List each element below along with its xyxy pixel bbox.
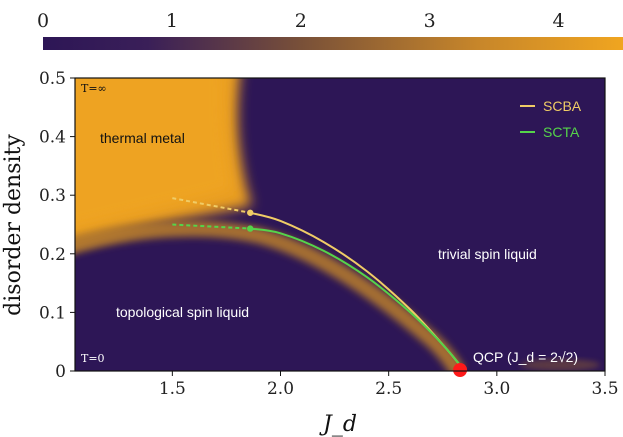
- series-layer: [172, 197, 461, 366]
- x-tick-label: 2.0: [267, 379, 294, 399]
- colorbar-tick-label: 1: [166, 10, 178, 32]
- plot-frame: [74, 77, 606, 372]
- colorbar: [43, 37, 623, 50]
- y-tick-label: 0.5: [39, 69, 66, 89]
- t-top-label: T=∞: [81, 82, 107, 95]
- y-tick-label: 0.3: [39, 186, 66, 206]
- legend: SCBA SCTA: [520, 98, 582, 140]
- y-axis-label: disorder density: [1, 134, 26, 316]
- t-bottom-label: T=0: [81, 352, 105, 365]
- transition-band-edge: [75, 217, 468, 371]
- colorbar-ticks: 0 1 2 3 4: [37, 10, 565, 32]
- trivial-label: trivial spin liquid: [438, 246, 537, 262]
- legend-label-scba: SCBA: [543, 98, 582, 114]
- y-axis-ticks: 0 0.1 0.2 0.3 0.4 0.5: [39, 69, 75, 382]
- y-tick-label: 0.4: [39, 128, 66, 148]
- y-tick-label: 0.2: [39, 245, 66, 265]
- x-tick-label: 3.5: [591, 379, 618, 399]
- x-tick-label: 2.5: [375, 379, 402, 399]
- colorbar-tick-label: 0: [37, 10, 49, 32]
- colorbar-tick-label: 2: [295, 10, 307, 32]
- series-scta-marker: [247, 225, 254, 232]
- x-tick-label: 3.0: [483, 379, 510, 399]
- topological-label: topological spin liquid: [116, 304, 249, 320]
- qcp-point: [453, 363, 468, 377]
- colorbar-tick-label: 3: [424, 10, 436, 32]
- thermal-metal-core: [75, 78, 232, 229]
- y-tick-label: 0.1: [39, 303, 66, 323]
- x-axis-label: J_d: [319, 412, 357, 437]
- series-scba-marker: [247, 209, 254, 216]
- x-tick-label: 1.5: [159, 379, 186, 399]
- series-scta-line: [250, 227, 461, 366]
- x-axis-ticks: 1.5 2.0 2.5 3.0 3.5: [159, 371, 619, 399]
- qcp-label: QCP (J_d = 2√2): [473, 349, 578, 365]
- series-scta-dashed: [172, 223, 251, 230]
- y-tick-label: 0: [55, 362, 66, 382]
- right-blob: [520, 359, 600, 371]
- legend-label-scta: SCTA: [543, 124, 580, 140]
- colorbar-tick-label: 4: [553, 10, 565, 32]
- thermal-metal-label: thermal metal: [100, 130, 185, 146]
